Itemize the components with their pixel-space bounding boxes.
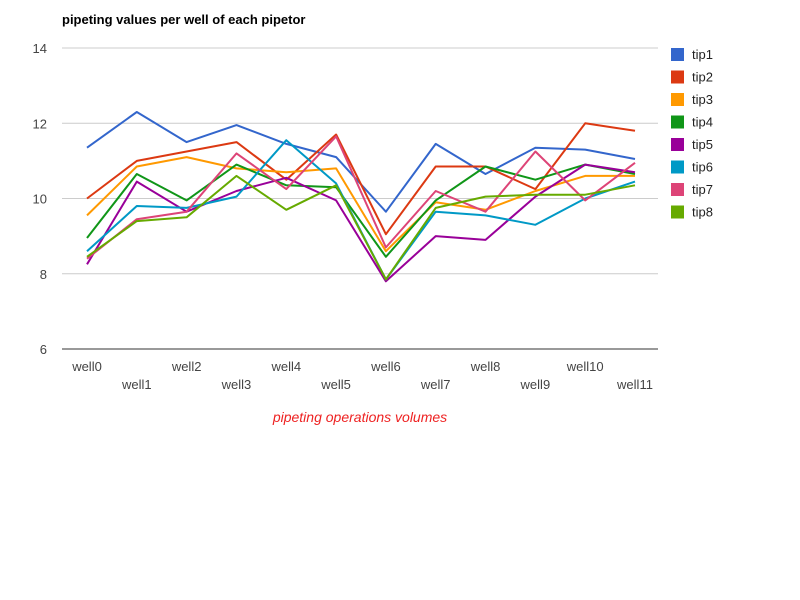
y-tick-label-6: 6 bbox=[40, 342, 47, 357]
x-axis-ticks: well0 well1 well2 well3 well4 well5 well6 well7… bbox=[71, 359, 653, 392]
chart-title: pipeting values per well of each pipetor bbox=[62, 12, 305, 27]
legend-swatch-tip1 bbox=[671, 48, 684, 61]
y-axis-ticks: 6 8 10 12 14 bbox=[33, 41, 47, 357]
grid-lines bbox=[62, 47, 658, 275]
legend-swatch-tip7 bbox=[671, 183, 684, 196]
x-tick-label-well6: well6 bbox=[370, 359, 401, 374]
series-line-tip4 bbox=[86, 163, 636, 258]
x-tick-label-well5: well5 bbox=[320, 377, 351, 392]
series-line-tip1 bbox=[86, 111, 636, 213]
series-line-tip7 bbox=[86, 135, 636, 260]
y-tick-label-14: 14 bbox=[33, 41, 47, 56]
legend-label-tip3: tip3 bbox=[692, 92, 713, 107]
x-tick-label-well9: well9 bbox=[520, 377, 551, 392]
series-line-tip2 bbox=[86, 122, 636, 236]
legend-swatch-tip4 bbox=[671, 115, 684, 129]
x-tick-label-well7: well7 bbox=[420, 377, 451, 392]
series-line-tip3 bbox=[86, 156, 635, 253]
y-tick-label-10: 10 bbox=[33, 192, 47, 207]
x-tick-label-well0: well0 bbox=[71, 359, 102, 374]
x-axis-label: pipeting operations volumes bbox=[272, 409, 447, 425]
legend-label-tip4: tip4 bbox=[692, 115, 713, 130]
x-tick-label-well1: well1 bbox=[121, 377, 152, 392]
legend-label-tip6: tip6 bbox=[692, 160, 713, 175]
legend-label-tip8: tip8 bbox=[692, 205, 713, 220]
legend-swatch-tip6 bbox=[671, 160, 684, 174]
x-tick-label-well10: well10 bbox=[566, 359, 604, 374]
legend-swatch-tip8 bbox=[671, 205, 684, 219]
x-tick-label-well2: well2 bbox=[171, 359, 202, 374]
legend-label-tip1: tip1 bbox=[692, 47, 713, 62]
legend-label-tip2: tip2 bbox=[692, 70, 713, 85]
y-tick-label-12: 12 bbox=[33, 116, 47, 131]
legend-label-tip7: tip7 bbox=[692, 182, 713, 197]
x-tick-label-well3: well3 bbox=[221, 377, 252, 392]
x-tick-label-well4: well4 bbox=[270, 359, 301, 374]
legend: tip1 tip2 tip3 tip4 tip5 tip6 tip7 tip8 bbox=[671, 47, 713, 220]
x-tick-label-well8: well8 bbox=[470, 359, 501, 374]
legend-swatch-tip3 bbox=[671, 93, 684, 106]
y-tick-label-8: 8 bbox=[40, 267, 47, 282]
legend-swatch-tip2 bbox=[671, 70, 684, 84]
series-lines bbox=[86, 111, 636, 283]
legend-swatch-tip5 bbox=[671, 138, 684, 151]
series-line-tip8 bbox=[86, 174, 636, 281]
legend-label-tip5: tip5 bbox=[692, 137, 713, 152]
x-tick-label-well11: well11 bbox=[616, 377, 653, 392]
